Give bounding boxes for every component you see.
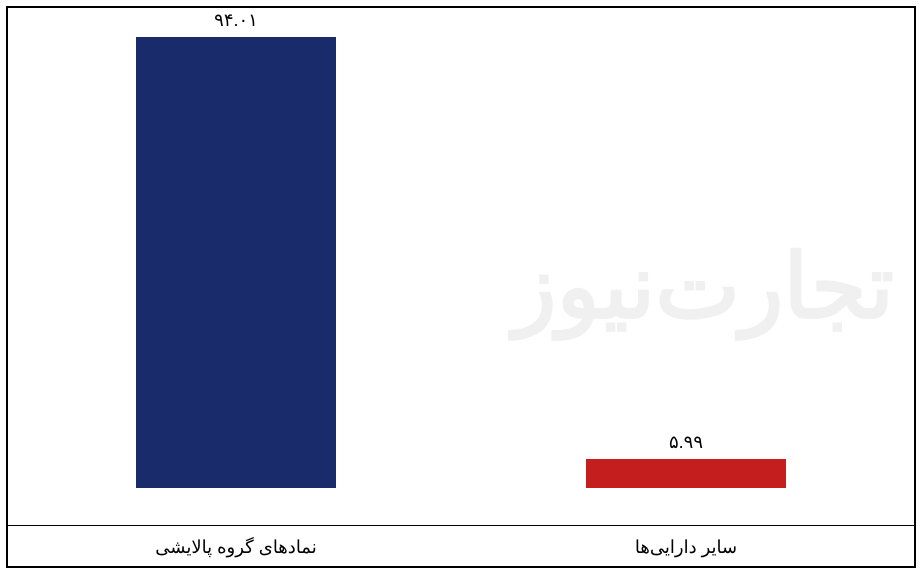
- bar-value-label: ۵.۹۹: [586, 432, 786, 453]
- bar-value-label: ۹۴.۰۱: [136, 10, 336, 31]
- x-axis-baseline: [8, 525, 914, 526]
- category-label: نمادهای گروه پالایشی: [86, 537, 386, 558]
- chart-container: تجارت‌نیوز ۹۴.۰۱ ۵.۹۹ نمادهای گروه پالای…: [6, 6, 916, 568]
- category-label: سایر دارایی‌ها: [536, 537, 836, 558]
- bar-other-assets: [586, 459, 786, 488]
- bar-refining-group: [136, 37, 336, 488]
- plot-area: ۹۴.۰۱ ۵.۹۹: [8, 8, 914, 528]
